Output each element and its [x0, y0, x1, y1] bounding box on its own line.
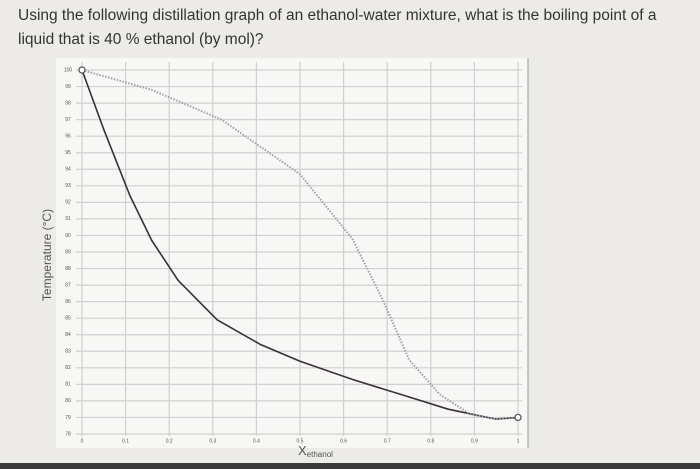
x-tick-label: 0.8 — [427, 438, 434, 444]
endpoint-marker — [514, 413, 522, 422]
y-tick-label: 98 — [65, 100, 71, 106]
y-tick-label: 86 — [65, 299, 71, 305]
y-tick-label: 99 — [65, 84, 71, 90]
x-tick-label: 0 — [81, 438, 84, 444]
screen-edge — [0, 463, 700, 469]
y-tick-label: 81 — [65, 382, 71, 388]
x-tick-label: 0.5 — [297, 438, 304, 444]
x-tick-label: 0.6 — [340, 438, 347, 444]
x-label-main: X — [298, 443, 307, 458]
x-tick-label: 0.4 — [253, 438, 260, 444]
y-tick-label: 93 — [65, 183, 71, 189]
y-tick-label: 95 — [65, 150, 71, 156]
y-tick-label: 78 — [65, 431, 71, 437]
series-line — [81, 69, 519, 421]
y-tick-label: 100 — [64, 67, 73, 73]
x-tick-label: 0.3 — [209, 438, 216, 444]
y-tick-label: 84 — [65, 332, 71, 338]
y-tick-label: 90 — [65, 233, 71, 239]
series-line — [81, 69, 519, 420]
y-tick-label: 88 — [65, 266, 71, 272]
y-tick-label: 80 — [65, 398, 71, 404]
x-axis-label: Xethanol — [298, 443, 333, 459]
y-tick-label: 87 — [65, 282, 71, 288]
question: Using the following distillation graph o… — [18, 7, 657, 48]
x-tick-label: 1 — [517, 438, 520, 444]
endpoint-marker — [78, 66, 86, 74]
y-tick-label: 91 — [65, 216, 71, 222]
plot-background — [56, 58, 528, 448]
y-tick-label: 94 — [65, 167, 71, 173]
x-tick-label: 0.2 — [166, 438, 173, 444]
y-tick-label: 96 — [65, 134, 71, 140]
x-tick-label: 0.7 — [384, 438, 391, 444]
x-tick-label: 0.1 — [122, 438, 129, 444]
y-tick-label: 89 — [65, 249, 71, 255]
y-tick-label: 83 — [65, 349, 71, 355]
y-tick-label: 79 — [65, 415, 71, 421]
y-axis-label: Temperature (°C) — [40, 209, 54, 301]
y-tick-label: 82 — [65, 365, 71, 371]
y-tick-label: 85 — [65, 316, 71, 322]
x-tick-label: 0.9 — [471, 438, 478, 444]
y-tick-label: 92 — [65, 200, 71, 206]
y-tick-label: 97 — [65, 117, 71, 123]
x-label-sub: ethanol — [307, 450, 333, 459]
